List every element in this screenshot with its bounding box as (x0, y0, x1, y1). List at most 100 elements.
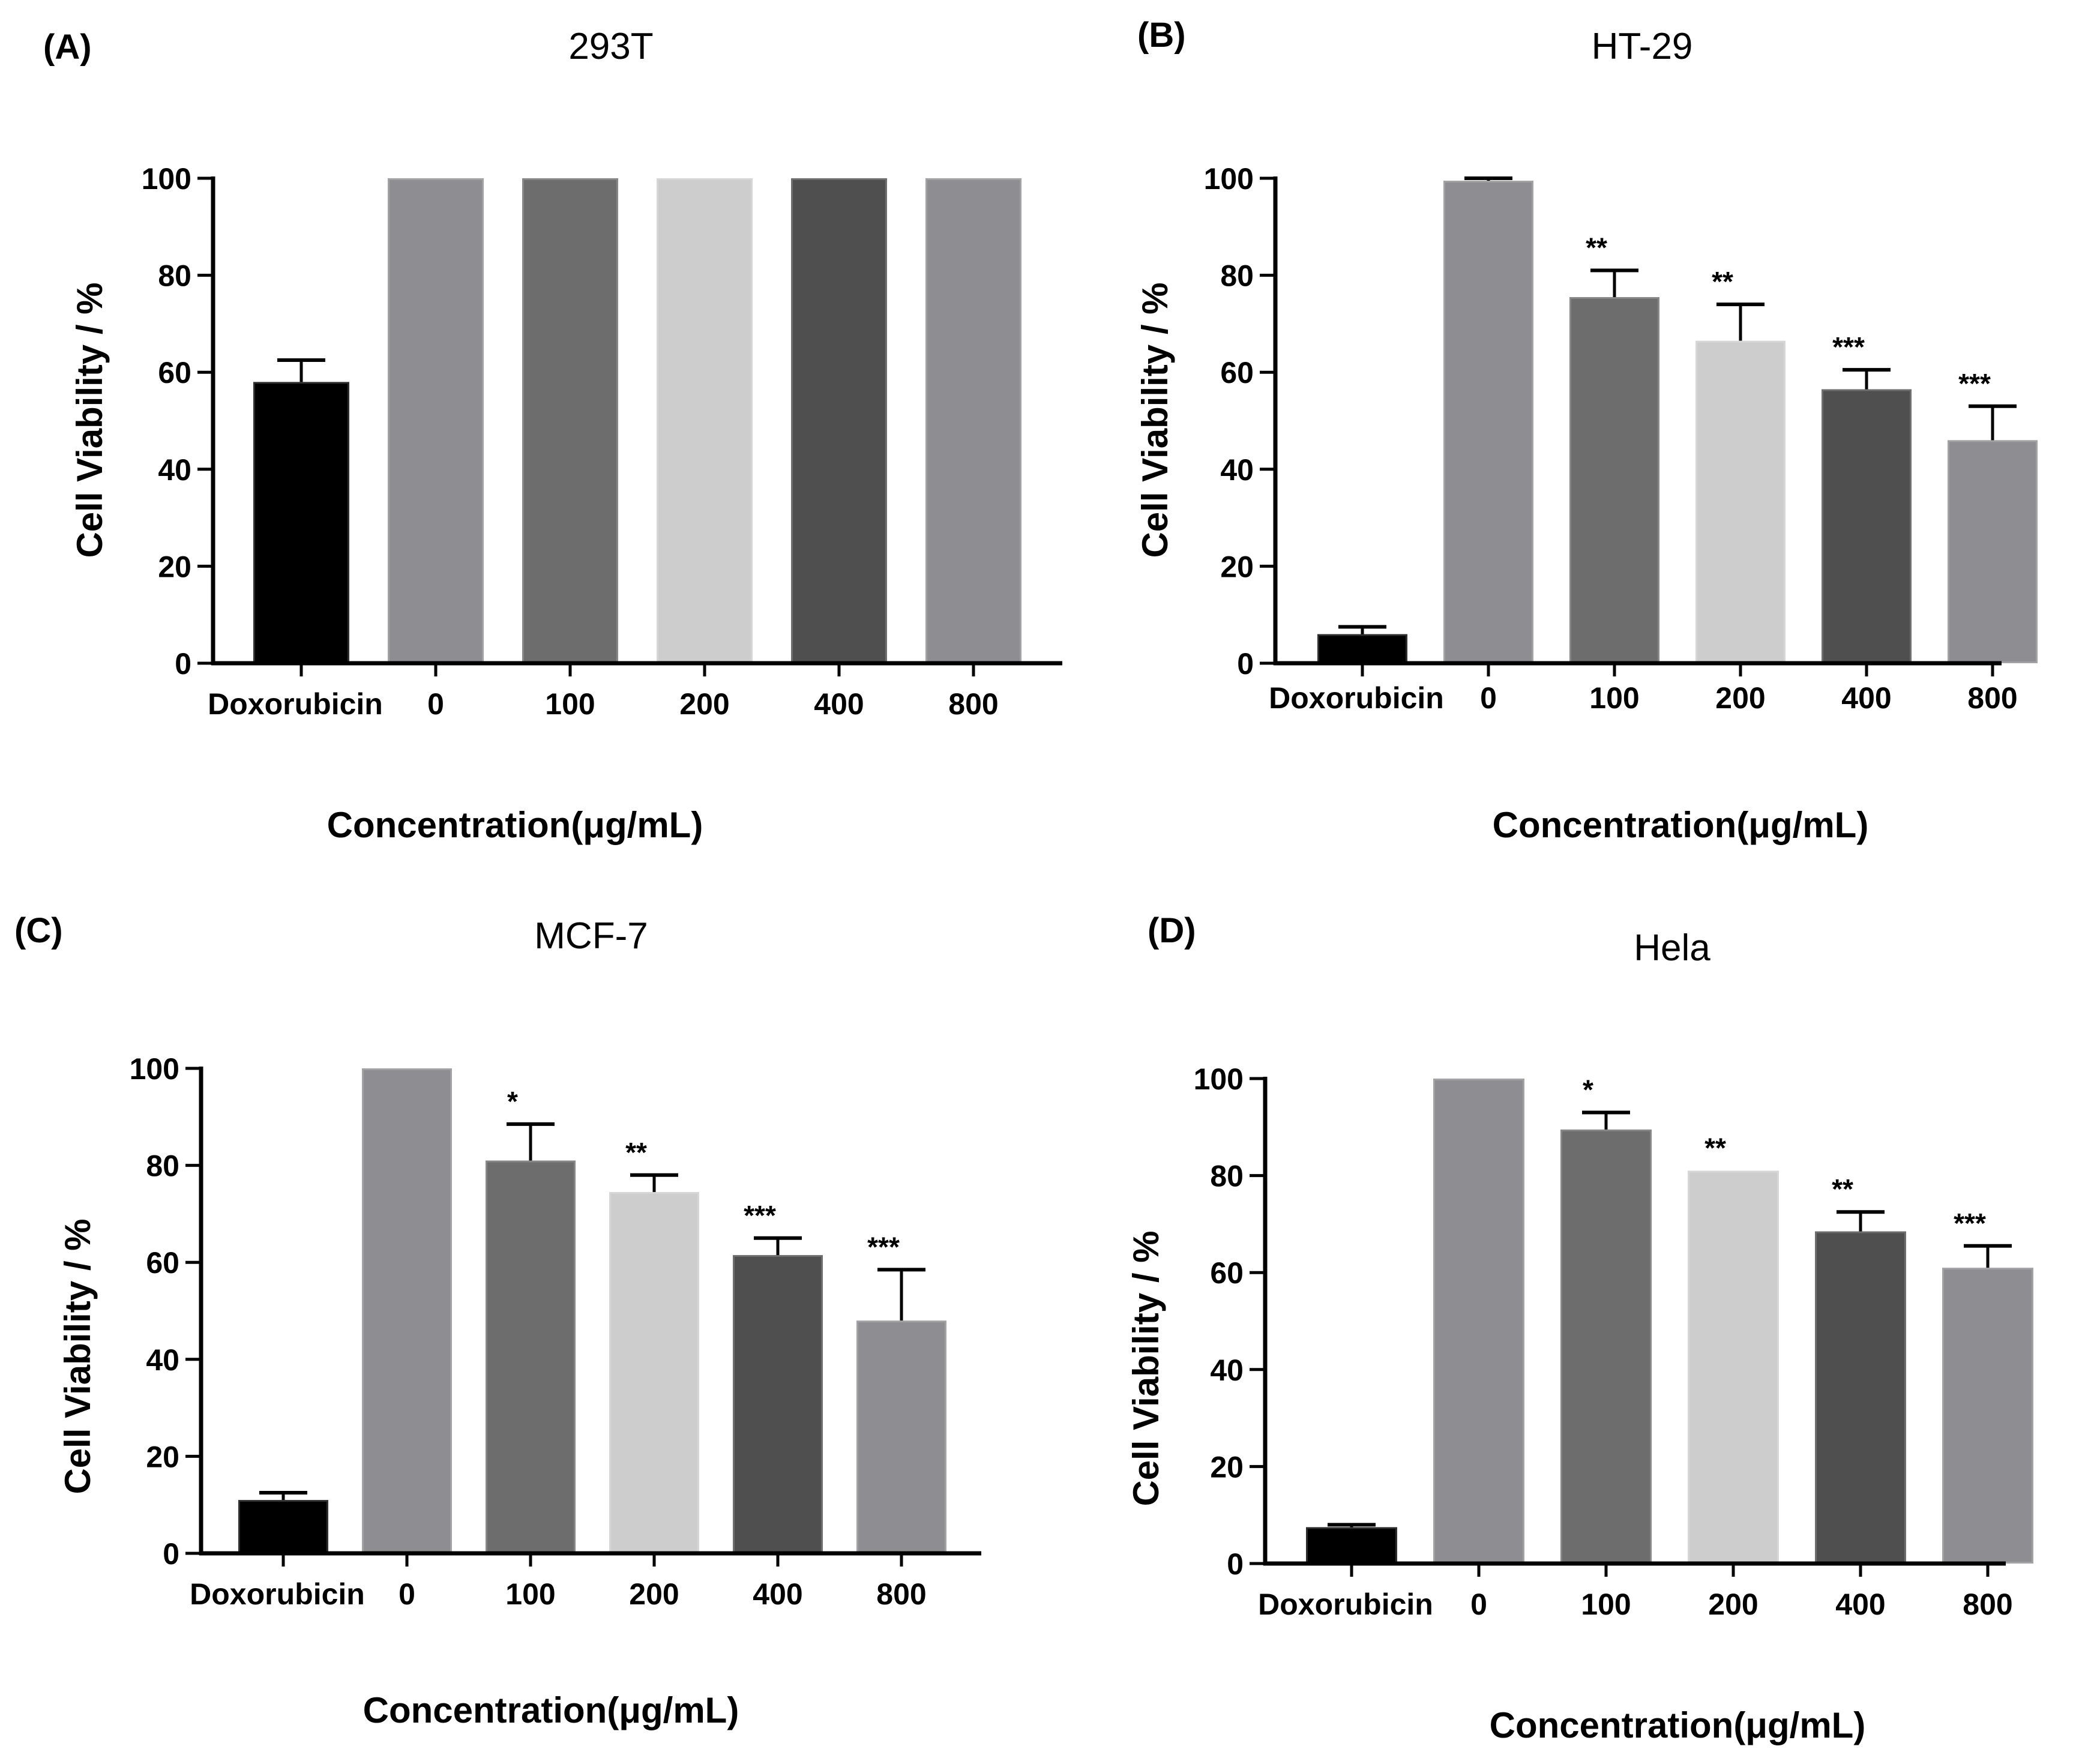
y-tick-label: 60 (158, 356, 191, 390)
x-tick-label: 0 (399, 1577, 415, 1611)
y-tick-label: 60 (1210, 1256, 1244, 1290)
chart-title: HT-29 (1592, 26, 1693, 67)
bar (236, 1498, 330, 1556)
y-axis-label: Cell Viability / % (1135, 282, 1175, 558)
x-tick-label: 200 (1708, 1588, 1758, 1621)
x-tick-label: 800 (1967, 681, 2017, 715)
x-tick-label: Doxorubicin (1258, 1588, 1433, 1621)
bar (1431, 1077, 1526, 1565)
bar (731, 1253, 825, 1556)
significance-label: ** (625, 1137, 647, 1168)
y-tick-label: 20 (146, 1440, 179, 1474)
bar (1316, 632, 1409, 666)
y-tick-label: 0 (163, 1537, 179, 1571)
x-tick-label: Doxorubicin (208, 687, 383, 721)
x-tick-label: 0 (1480, 681, 1497, 715)
bar (789, 176, 889, 665)
y-tick-label: 0 (1227, 1547, 1244, 1581)
bar (1559, 1127, 1653, 1565)
significance-label: ** (1586, 232, 1607, 263)
bar (360, 1067, 454, 1555)
y-axis-label: Cell Viability / % (70, 282, 110, 558)
x-tick-label: 100 (1589, 681, 1639, 715)
y-tick-label: 100 (142, 162, 191, 196)
chart-title: Hela (1634, 927, 1710, 969)
y-tick-label: 80 (1220, 259, 1254, 293)
y-tick-label: 40 (158, 453, 191, 487)
significance-label: * (507, 1086, 518, 1117)
panel-letter: (C) (14, 911, 63, 950)
significance-label: ** (1704, 1133, 1726, 1164)
x-axis-label: Concentration(μg/mL) (1490, 1705, 1866, 1745)
bar (251, 380, 351, 665)
significance-label: *** (1954, 1208, 1986, 1239)
y-axis-label: Cell Viability / % (58, 1218, 98, 1494)
x-tick-label: Doxorubicin (190, 1577, 365, 1611)
bar (1304, 1525, 1399, 1565)
significance-label: *** (867, 1231, 900, 1262)
x-tick-label: 100 (545, 687, 595, 721)
x-tick-label: 0 (1470, 1588, 1487, 1621)
bar (607, 1190, 701, 1556)
x-axis-label: Concentration(μg/mL) (1493, 805, 1869, 845)
y-tick-label: 40 (1210, 1353, 1244, 1387)
y-tick-label: 20 (158, 550, 191, 583)
x-tick-label: 800 (876, 1577, 926, 1611)
bar (1686, 1169, 1781, 1565)
chart-panel-1: (A) 293T Doxorubicin 0 100 200 400 800 0 20 40 60 80… (43, 26, 1062, 845)
y-tick-label: 0 (1237, 647, 1254, 681)
bar (386, 176, 486, 665)
x-axis-label: Concentration(μg/mL) (327, 805, 703, 845)
x-tick-label: 100 (505, 1577, 555, 1611)
significance-label: *** (744, 1200, 776, 1231)
y-tick-label: 100 (1194, 1062, 1244, 1096)
bar (924, 176, 1023, 665)
chart-panel-4: (D) Hela Doxorubicin 0 * 100 ** 200 ** 400 *** 800 0… (1126, 911, 2035, 1745)
bar (1820, 387, 1913, 665)
y-tick-label: 100 (130, 1052, 179, 1086)
panel-letter: (A) (43, 28, 92, 67)
y-tick-label: 60 (1220, 356, 1254, 390)
y-tick-label: 20 (1220, 550, 1254, 583)
y-tick-label: 80 (1210, 1160, 1244, 1193)
x-tick-label: 400 (753, 1577, 802, 1611)
y-tick-label: 80 (146, 1149, 179, 1183)
x-tick-label: 800 (948, 687, 998, 721)
x-tick-label: 100 (1581, 1588, 1631, 1621)
significance-label: ** (1832, 1173, 1853, 1205)
significance-label: * (1583, 1074, 1593, 1106)
y-axis-label: Cell Viability / % (1126, 1230, 1166, 1506)
y-tick-label: 40 (146, 1343, 179, 1377)
chart-title: MCF-7 (534, 915, 648, 957)
x-axis-label: Concentration(μg/mL) (363, 1690, 739, 1730)
bar (1568, 295, 1661, 665)
panel-letter: (B) (1137, 16, 1186, 55)
bar (1694, 339, 1787, 665)
x-tick-label: 400 (814, 687, 864, 721)
y-tick-label: 20 (1210, 1450, 1244, 1484)
x-tick-label: 200 (1715, 681, 1765, 715)
chart-title: 293T (568, 26, 653, 67)
significance-label: *** (1958, 368, 1991, 399)
y-tick-label: 80 (158, 259, 191, 293)
x-tick-label: 800 (1963, 1588, 2012, 1621)
x-tick-label: 200 (629, 1577, 679, 1611)
bar (655, 176, 754, 665)
bar (855, 1319, 948, 1555)
bar (1940, 1266, 2035, 1566)
bar (484, 1158, 577, 1555)
significance-label: ** (1712, 266, 1733, 297)
x-tick-label: 400 (1841, 681, 1891, 715)
bar (1813, 1229, 1908, 1565)
y-tick-label: 0 (175, 647, 191, 681)
bar (1946, 438, 2039, 665)
x-tick-label: Doxorubicin (1269, 681, 1444, 715)
significance-label: *** (1832, 331, 1865, 363)
y-tick-label: 60 (146, 1246, 179, 1280)
bar (1442, 179, 1535, 666)
x-tick-label: 400 (1835, 1588, 1885, 1621)
x-tick-label: 200 (679, 687, 729, 721)
